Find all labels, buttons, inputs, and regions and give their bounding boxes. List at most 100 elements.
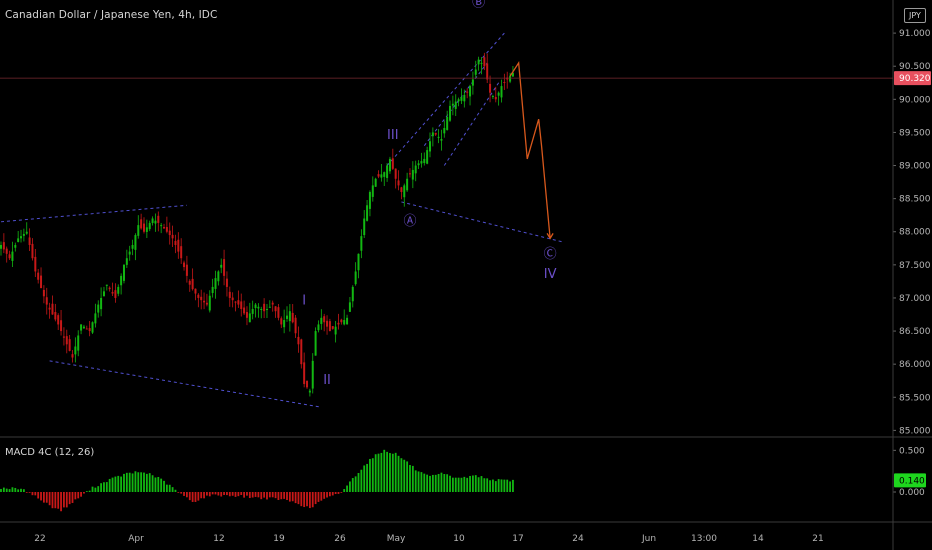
macd-bar bbox=[346, 485, 348, 492]
candle-body bbox=[183, 262, 186, 268]
candle-body bbox=[374, 178, 377, 187]
time-tick-label: May bbox=[387, 534, 406, 544]
macd-bar bbox=[509, 481, 511, 492]
candle-body bbox=[145, 227, 148, 232]
wave-label[interactable]: Ⓑ bbox=[472, 0, 485, 11]
macd-value-label: 0.140 bbox=[899, 476, 925, 486]
macd-bar bbox=[466, 477, 469, 492]
candle-body bbox=[429, 141, 431, 152]
wave-label[interactable]: III bbox=[387, 128, 399, 143]
candle-body bbox=[311, 360, 314, 389]
macd-tick-label: 0.000 bbox=[899, 488, 925, 498]
macd-bar bbox=[25, 492, 28, 493]
price-tick-label: 86.500 bbox=[899, 327, 931, 337]
candle-body bbox=[265, 308, 268, 310]
candle-body bbox=[400, 187, 403, 193]
time-tick-label: 12 bbox=[213, 534, 224, 544]
macd-bar bbox=[191, 492, 194, 502]
candle-body bbox=[134, 235, 137, 250]
candle-body bbox=[228, 291, 231, 298]
macd-bar bbox=[323, 492, 326, 499]
macd-bar bbox=[43, 492, 45, 503]
macd-bar bbox=[177, 492, 180, 493]
candle-body bbox=[306, 380, 309, 388]
symbol-title[interactable]: Canadian Dollar / Japanese Yen, 4h, IDC bbox=[5, 9, 218, 21]
macd-bar bbox=[326, 492, 328, 498]
projection-line[interactable] bbox=[509, 60, 551, 239]
candle-body bbox=[348, 302, 351, 312]
wave-label[interactable]: Ⓐ bbox=[403, 214, 416, 229]
candle-body bbox=[223, 259, 226, 276]
macd-bar bbox=[414, 470, 417, 492]
macd-bar bbox=[123, 473, 125, 492]
macd-bar bbox=[85, 491, 88, 492]
price-tick-label: 90.000 bbox=[899, 95, 931, 105]
wave-label[interactable]: II bbox=[323, 373, 331, 388]
wave-label[interactable]: I bbox=[302, 294, 306, 309]
macd-bar bbox=[351, 478, 354, 492]
price-axis[interactable]: 85.000 85.500 86.000 86.500 87.000 87.500 88.0… bbox=[893, 29, 931, 498]
macd-bar bbox=[440, 472, 443, 492]
price-tick-label: 91.000 bbox=[899, 29, 931, 39]
candle-body bbox=[383, 172, 386, 177]
candle-body bbox=[386, 165, 389, 178]
trendline[interactable] bbox=[0, 204, 187, 223]
macd-title[interactable]: MACD 4C (12, 26) bbox=[5, 447, 95, 458]
candle-body bbox=[303, 362, 306, 385]
projection-path bbox=[509, 60, 554, 240]
macd-bar bbox=[68, 492, 71, 505]
macd-bar bbox=[389, 453, 391, 492]
trendline[interactable] bbox=[49, 360, 322, 408]
macd-bar bbox=[91, 486, 94, 492]
candle-body bbox=[357, 253, 360, 271]
macd-bar bbox=[314, 492, 317, 505]
candle-body bbox=[137, 225, 140, 236]
macd-bar bbox=[363, 465, 366, 492]
wave-label[interactable]: Ⓒ bbox=[544, 247, 557, 262]
wave-label[interactable]: IV bbox=[544, 267, 557, 282]
macd-bar bbox=[165, 484, 168, 492]
candle-body bbox=[286, 315, 288, 319]
candle-body bbox=[17, 238, 20, 242]
candle-body bbox=[174, 240, 177, 245]
candle-body bbox=[245, 312, 248, 318]
candle-body bbox=[343, 320, 346, 325]
macd-bar bbox=[243, 492, 245, 498]
macd-bar bbox=[288, 492, 291, 502]
candle-body bbox=[326, 320, 329, 327]
candle-body bbox=[314, 331, 317, 356]
macd-bar bbox=[246, 492, 248, 496]
candle-body bbox=[477, 59, 480, 65]
macd-bar bbox=[469, 475, 471, 492]
macd-bar bbox=[151, 475, 154, 492]
candle-body bbox=[88, 328, 91, 332]
macd-bar bbox=[137, 472, 140, 492]
trendline[interactable] bbox=[386, 32, 505, 166]
candle-body bbox=[354, 271, 357, 285]
candle-body bbox=[260, 308, 263, 310]
candle-body bbox=[8, 254, 11, 259]
macd-bar bbox=[360, 469, 363, 492]
wave-label[interactable]: V bbox=[577, 0, 586, 4]
macd-bar bbox=[83, 492, 85, 494]
candle-body bbox=[291, 312, 294, 323]
candle-body bbox=[60, 320, 63, 332]
candle-body bbox=[111, 291, 114, 294]
macd-bar bbox=[340, 492, 343, 493]
trendline[interactable] bbox=[401, 201, 562, 243]
time-axis[interactable]: 22 Apr 12 19 26 May 10 17 24 Jun 13:00 14 21 bbox=[34, 534, 823, 544]
macd-bar bbox=[228, 492, 231, 497]
trendline[interactable] bbox=[443, 82, 500, 166]
candle-body bbox=[366, 205, 369, 221]
candle-body bbox=[197, 294, 200, 298]
candle-body bbox=[271, 302, 274, 305]
trendline[interactable] bbox=[423, 62, 488, 146]
price-tick-label: 89.500 bbox=[899, 128, 931, 138]
macd-bar bbox=[397, 455, 400, 492]
macd-bar bbox=[100, 483, 102, 492]
candle-body bbox=[37, 272, 40, 280]
currency-badge[interactable]: JPY bbox=[904, 8, 926, 23]
macd-bar bbox=[257, 492, 260, 498]
candle-body bbox=[54, 312, 57, 320]
